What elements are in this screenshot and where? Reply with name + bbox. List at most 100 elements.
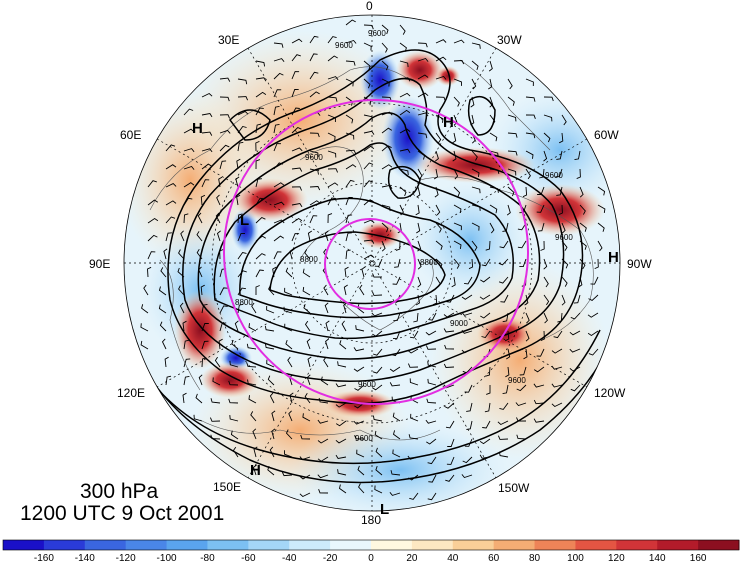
wind-barb bbox=[539, 168, 545, 179]
wind-barb bbox=[557, 312, 563, 323]
contour-label: 8800 bbox=[420, 258, 438, 267]
colorbar-swatch bbox=[166, 540, 208, 550]
wind-barb bbox=[498, 258, 509, 266]
longitude-label-30e: 30E bbox=[218, 33, 239, 47]
wind-barb bbox=[484, 402, 491, 413]
wind-barb bbox=[250, 411, 257, 422]
wind-barb bbox=[507, 78, 513, 90]
wind-barb bbox=[425, 345, 437, 350]
wind-barb bbox=[533, 366, 545, 373]
wind-barb bbox=[569, 348, 581, 353]
wind-barb bbox=[525, 330, 530, 342]
wind-barb bbox=[228, 380, 239, 386]
wind-barb bbox=[453, 168, 459, 180]
contour-label: 9600 bbox=[545, 171, 563, 180]
wind-barb bbox=[140, 340, 149, 350]
wind-barb bbox=[399, 60, 409, 68]
wind-barb bbox=[471, 186, 481, 194]
wind-barb bbox=[255, 285, 260, 295]
wind-barb bbox=[395, 240, 401, 251]
longitude-label-60e: 60E bbox=[120, 128, 141, 142]
outer-magenta-circle bbox=[223, 99, 529, 405]
wind-barb bbox=[453, 186, 461, 197]
wind-barb bbox=[363, 162, 374, 170]
wind-barb bbox=[273, 89, 282, 98]
wind-barb bbox=[291, 54, 301, 62]
wind-barb bbox=[363, 114, 373, 121]
wind-barb bbox=[533, 383, 545, 388]
wind-barb bbox=[417, 57, 429, 62]
wind-barb bbox=[253, 446, 258, 458]
wind-barb bbox=[251, 302, 257, 314]
wind-barb bbox=[327, 96, 338, 102]
wind-barb bbox=[525, 150, 534, 159]
wind-barb bbox=[516, 434, 527, 440]
wind-barb bbox=[551, 365, 563, 370]
wind-barb bbox=[197, 212, 203, 224]
wind-barb bbox=[427, 492, 437, 501]
wind-barb bbox=[489, 132, 498, 142]
wind-barb bbox=[302, 268, 311, 278]
contour-label: 9600 bbox=[555, 233, 573, 242]
wind-barb bbox=[327, 150, 337, 158]
wind-barb bbox=[252, 464, 257, 476]
wind-barb bbox=[179, 302, 185, 314]
wind-barb bbox=[288, 410, 293, 422]
wind-barb bbox=[291, 167, 303, 172]
wind-barb bbox=[579, 222, 587, 232]
wind-barb bbox=[471, 204, 481, 211]
wind-barb bbox=[281, 471, 293, 477]
wind-barb bbox=[485, 366, 491, 377]
wind-barb bbox=[461, 329, 473, 334]
wind-barb bbox=[161, 338, 167, 350]
wind-barb bbox=[353, 347, 365, 352]
wind-barb bbox=[415, 294, 420, 306]
colorbar-tick-label: 40 bbox=[447, 553, 459, 561]
wind-barb bbox=[215, 212, 221, 224]
wind-barb bbox=[289, 248, 294, 260]
wind-barb bbox=[543, 312, 548, 324]
wind-barb bbox=[285, 429, 293, 440]
colorbar-tick-label: 140 bbox=[649, 553, 666, 561]
wind-barb bbox=[345, 249, 351, 260]
wind-barb bbox=[165, 164, 177, 170]
wind-barb bbox=[307, 356, 312, 368]
pressure-level-caption: 300 hPa bbox=[80, 480, 159, 503]
wind-barb bbox=[193, 414, 203, 422]
wind-barb bbox=[327, 182, 339, 188]
wind-barb bbox=[453, 258, 460, 269]
wind-barb bbox=[453, 78, 462, 86]
wind-barb bbox=[462, 366, 473, 374]
wind-barb bbox=[355, 325, 365, 332]
wind-barb bbox=[446, 456, 455, 465]
wind-barb bbox=[345, 60, 356, 66]
wind-barb bbox=[273, 251, 282, 260]
wind-barb bbox=[462, 456, 473, 464]
wind-barb bbox=[237, 110, 249, 116]
wind-barb bbox=[489, 168, 500, 175]
wind-barb bbox=[255, 107, 264, 116]
wind-barb bbox=[317, 438, 329, 444]
contour-label: 9600 bbox=[508, 376, 526, 385]
wind-barb bbox=[435, 114, 444, 123]
wind-barb bbox=[196, 231, 203, 242]
wind-barb bbox=[309, 35, 319, 44]
longitude-label-90w: 90W bbox=[627, 257, 652, 271]
wind-barb bbox=[302, 286, 311, 296]
wind-barb bbox=[569, 366, 581, 372]
longitude-labels: 0 30W 60W 90W 120W 150W 180 150E 120E 90… bbox=[89, 0, 652, 527]
wind-barb bbox=[543, 114, 553, 122]
wind-barb bbox=[289, 392, 294, 404]
longitude-label-60w: 60W bbox=[594, 128, 619, 142]
wind-barb bbox=[147, 234, 158, 242]
wind-barb bbox=[345, 114, 354, 124]
wind-barb bbox=[453, 222, 462, 231]
wind-barb bbox=[452, 132, 457, 144]
longitude-label-180: 180 bbox=[361, 513, 381, 527]
wind-barb bbox=[389, 366, 401, 372]
colorbar-tick-label: 20 bbox=[406, 553, 418, 561]
wind-barb bbox=[579, 240, 587, 250]
wind-barb bbox=[445, 474, 455, 482]
wind-barb bbox=[255, 269, 264, 278]
wind-barb bbox=[432, 294, 438, 306]
